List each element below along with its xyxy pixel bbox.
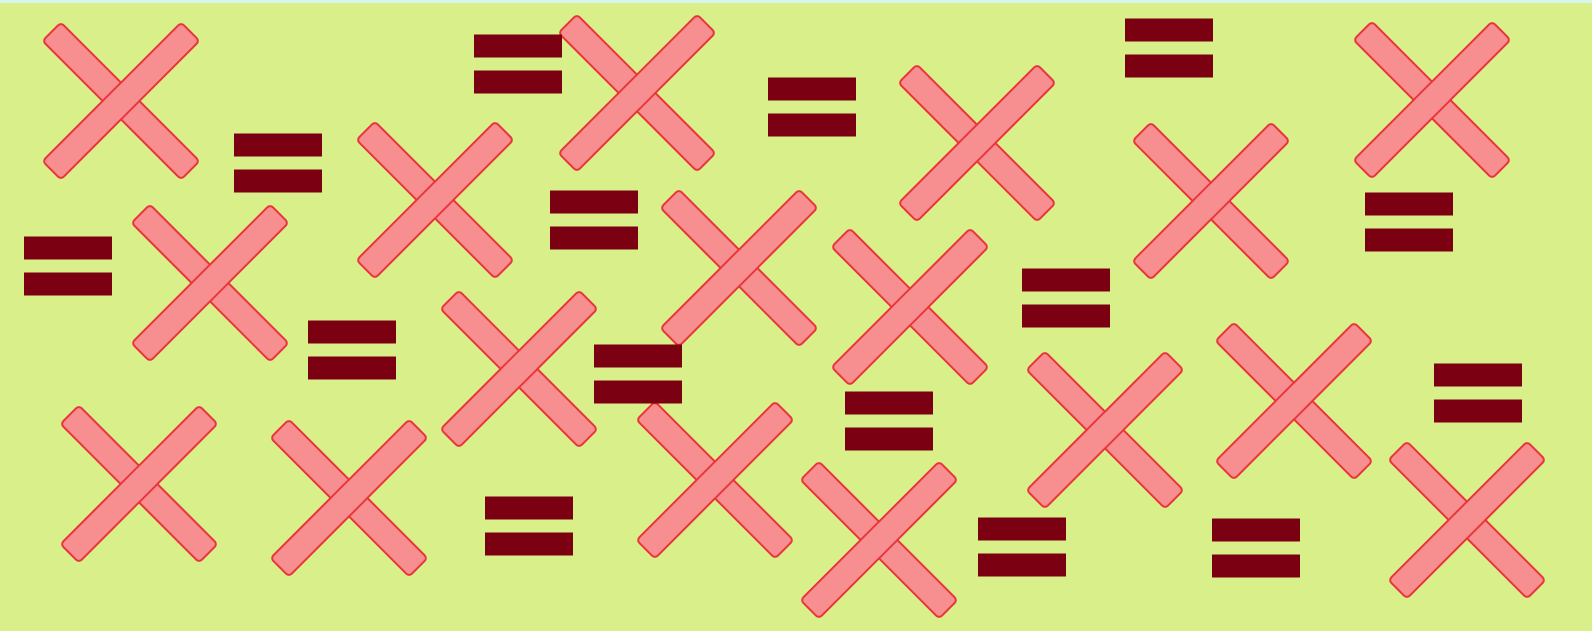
equals-bar (550, 226, 638, 250)
equals-sign (234, 133, 322, 193)
equals-bar (485, 496, 573, 520)
cross-center (1194, 184, 1228, 218)
cross-mark (1027, 352, 1183, 508)
cross-mark (1389, 442, 1545, 598)
equals-bar (234, 169, 322, 193)
cross-mark (559, 15, 715, 171)
equals-sign (594, 344, 682, 404)
equals-bar (978, 517, 1066, 541)
cross-mark (357, 122, 513, 278)
cross-center (1277, 384, 1311, 418)
equals-sign (1212, 518, 1300, 578)
cross-mark (1354, 22, 1510, 178)
equals-sign (1022, 268, 1110, 328)
equals-bar (24, 272, 112, 296)
equals-bar (1212, 554, 1300, 578)
equals-sign (1125, 18, 1213, 78)
equals-bar (474, 70, 562, 94)
cross-mark (801, 462, 957, 618)
equals-bar (594, 344, 682, 368)
equals-bar (1434, 399, 1522, 423)
equals-bar (1125, 54, 1213, 78)
equals-bar (485, 532, 573, 556)
cross-mark (132, 205, 288, 361)
cross-center (1415, 83, 1449, 117)
equals-bar (550, 190, 638, 214)
equals-sign (1365, 192, 1453, 252)
equals-bar (845, 427, 933, 451)
equals-sign (768, 77, 856, 137)
cross-mark (1216, 323, 1372, 479)
equals-bar (1022, 304, 1110, 328)
equals-bar (1365, 228, 1453, 252)
equals-sign (1434, 363, 1522, 423)
equals-bar (474, 34, 562, 58)
equals-bar (308, 356, 396, 380)
cross-mark (441, 291, 597, 447)
equals-bar (24, 236, 112, 260)
cross-mark (271, 420, 427, 576)
cross-mark (832, 229, 988, 385)
equals-bar (1022, 268, 1110, 292)
cross-mark (1133, 123, 1289, 279)
cross-mark (61, 406, 217, 562)
cross-mark (43, 23, 199, 179)
equals-sign (845, 391, 933, 451)
cross-center (1450, 503, 1484, 537)
equals-bar (845, 391, 933, 415)
cross-center (1088, 413, 1122, 447)
top-strip (0, 0, 1592, 3)
cross-mark (899, 65, 1055, 221)
equals-sign (474, 34, 562, 94)
equals-bar (1212, 518, 1300, 542)
equals-signs (24, 18, 1522, 578)
equals-bar (594, 380, 682, 404)
cross-marks (43, 15, 1545, 618)
equals-bar (234, 133, 322, 157)
equals-bar (768, 77, 856, 101)
equals-bar (1125, 18, 1213, 42)
equals-bar (1365, 192, 1453, 216)
cross-mark (637, 402, 793, 558)
equals-sign (978, 517, 1066, 577)
equals-bar (978, 553, 1066, 577)
equals-sign (550, 190, 638, 250)
equals-bar (308, 320, 396, 344)
equals-sign (24, 236, 112, 296)
equals-bar (768, 113, 856, 137)
equals-sign (308, 320, 396, 380)
equals-sign (485, 496, 573, 556)
cross-mark (661, 190, 817, 346)
equals-bar (1434, 363, 1522, 387)
